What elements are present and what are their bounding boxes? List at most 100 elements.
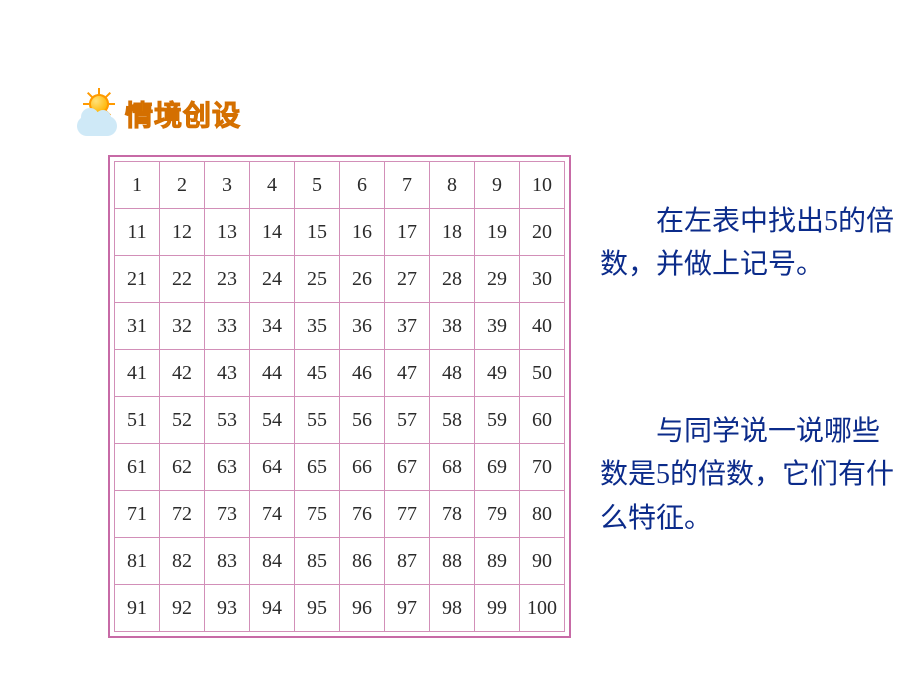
number-cell: 50 xyxy=(520,350,565,397)
number-cell: 37 xyxy=(385,303,430,350)
number-cell: 35 xyxy=(295,303,340,350)
number-cell: 99 xyxy=(475,585,520,632)
number-cell: 19 xyxy=(475,209,520,256)
number-cell: 41 xyxy=(115,350,160,397)
number-cell: 5 xyxy=(295,162,340,209)
number-cell: 63 xyxy=(205,444,250,491)
table-row: 81828384858687888990 xyxy=(115,538,565,585)
number-cell: 32 xyxy=(160,303,205,350)
number-cell: 82 xyxy=(160,538,205,585)
number-cell: 45 xyxy=(295,350,340,397)
number-cell: 48 xyxy=(430,350,475,397)
number-cell: 14 xyxy=(250,209,295,256)
number-cell: 4 xyxy=(250,162,295,209)
number-cell: 31 xyxy=(115,303,160,350)
number-cell: 34 xyxy=(250,303,295,350)
number-cell: 21 xyxy=(115,256,160,303)
number-cell: 44 xyxy=(250,350,295,397)
number-cell: 80 xyxy=(520,491,565,538)
number-cell: 65 xyxy=(295,444,340,491)
number-cell: 78 xyxy=(430,491,475,538)
number-cell: 2 xyxy=(160,162,205,209)
paragraph-1-text: 在左表中找出5的倍数，并做上记号。 xyxy=(600,206,894,280)
number-cell: 59 xyxy=(475,397,520,444)
number-cell: 77 xyxy=(385,491,430,538)
number-cell: 6 xyxy=(340,162,385,209)
number-cell: 33 xyxy=(205,303,250,350)
number-cell: 9 xyxy=(475,162,520,209)
number-cell: 26 xyxy=(340,256,385,303)
number-cell: 17 xyxy=(385,209,430,256)
number-cell: 15 xyxy=(295,209,340,256)
number-cell: 18 xyxy=(430,209,475,256)
number-cell: 51 xyxy=(115,397,160,444)
number-cell: 36 xyxy=(340,303,385,350)
number-cell: 97 xyxy=(385,585,430,632)
number-cell: 83 xyxy=(205,538,250,585)
number-cell: 86 xyxy=(340,538,385,585)
number-cell: 49 xyxy=(475,350,520,397)
number-cell: 22 xyxy=(160,256,205,303)
slide-page: 情境创设 12345678910111213141516171819202122… xyxy=(0,0,920,690)
number-cell: 38 xyxy=(430,303,475,350)
table-row: 12345678910 xyxy=(115,162,565,209)
number-cell: 28 xyxy=(430,256,475,303)
number-cell: 27 xyxy=(385,256,430,303)
number-cell: 96 xyxy=(340,585,385,632)
number-cell: 79 xyxy=(475,491,520,538)
table-row: 71727374757677787980 xyxy=(115,491,565,538)
number-cell: 13 xyxy=(205,209,250,256)
number-grid: 1234567891011121314151617181920212223242… xyxy=(114,161,565,632)
number-cell: 12 xyxy=(160,209,205,256)
number-cell: 23 xyxy=(205,256,250,303)
number-cell: 11 xyxy=(115,209,160,256)
number-cell: 84 xyxy=(250,538,295,585)
number-cell: 85 xyxy=(295,538,340,585)
section-header: 情境创设 xyxy=(75,92,241,136)
number-cell: 30 xyxy=(520,256,565,303)
number-cell: 58 xyxy=(430,397,475,444)
number-cell: 52 xyxy=(160,397,205,444)
number-cell: 69 xyxy=(475,444,520,491)
number-cell: 71 xyxy=(115,491,160,538)
number-cell: 94 xyxy=(250,585,295,632)
number-cell: 61 xyxy=(115,444,160,491)
number-cell: 66 xyxy=(340,444,385,491)
table-row: 21222324252627282930 xyxy=(115,256,565,303)
number-cell: 73 xyxy=(205,491,250,538)
number-cell: 95 xyxy=(295,585,340,632)
number-cell: 90 xyxy=(520,538,565,585)
table-row: 11121314151617181920 xyxy=(115,209,565,256)
number-cell: 54 xyxy=(250,397,295,444)
number-cell: 43 xyxy=(205,350,250,397)
number-cell: 39 xyxy=(475,303,520,350)
paragraph-2-text: 与同学说一说哪些数是5的倍数，它们有什么特征。 xyxy=(600,416,894,534)
number-cell: 7 xyxy=(385,162,430,209)
table-row: 31323334353637383940 xyxy=(115,303,565,350)
number-grid-container: 1234567891011121314151617181920212223242… xyxy=(108,155,571,638)
number-cell: 70 xyxy=(520,444,565,491)
number-cell: 62 xyxy=(160,444,205,491)
number-cell: 100 xyxy=(520,585,565,632)
number-cell: 60 xyxy=(520,397,565,444)
number-cell: 53 xyxy=(205,397,250,444)
number-cell: 1 xyxy=(115,162,160,209)
table-row: 61626364656667686970 xyxy=(115,444,565,491)
number-cell: 8 xyxy=(430,162,475,209)
number-cell: 93 xyxy=(205,585,250,632)
number-cell: 24 xyxy=(250,256,295,303)
section-title: 情境创设 xyxy=(125,94,241,134)
number-cell: 3 xyxy=(205,162,250,209)
number-cell: 25 xyxy=(295,256,340,303)
number-cell: 20 xyxy=(520,209,565,256)
number-cell: 16 xyxy=(340,209,385,256)
number-cell: 42 xyxy=(160,350,205,397)
number-cell: 64 xyxy=(250,444,295,491)
number-cell: 68 xyxy=(430,444,475,491)
table-row: 919293949596979899100 xyxy=(115,585,565,632)
number-cell: 47 xyxy=(385,350,430,397)
number-cell: 67 xyxy=(385,444,430,491)
number-cell: 46 xyxy=(340,350,385,397)
number-cell: 56 xyxy=(340,397,385,444)
number-cell: 75 xyxy=(295,491,340,538)
